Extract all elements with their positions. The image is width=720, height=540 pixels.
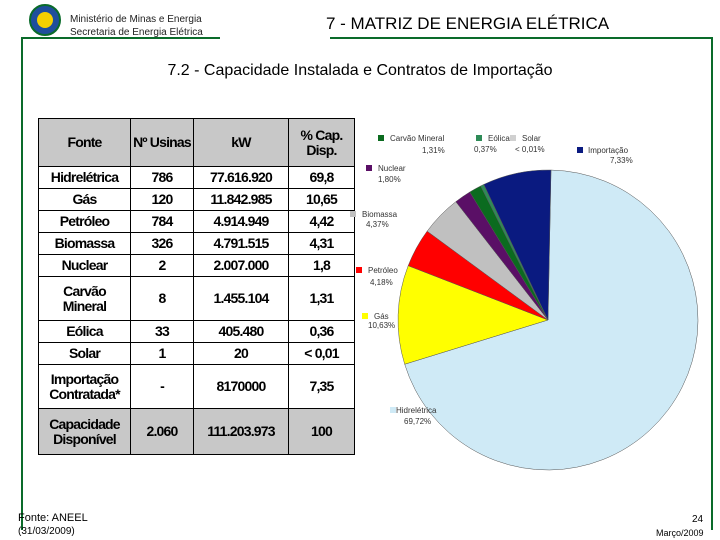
table: Fonte Nº Usinas kW% Cap. Disp. Hidrelétrica… <box>38 118 355 455</box>
date: (31/03/2009) <box>18 526 75 537</box>
legend-swatch <box>350 211 356 217</box>
pie-slice <box>397 265 549 365</box>
legend-swatch <box>362 313 368 319</box>
table-cell: Capacidade Disponível <box>38 408 131 455</box>
table-cell: 7,35 <box>288 364 355 409</box>
table-row: Biomassa 326 4.791.515 4,31 <box>38 232 355 255</box>
slice-label: Hidrelétrica <box>396 406 437 415</box>
page-number: 24 <box>692 514 704 525</box>
table-cell: 4,31 <box>288 232 355 255</box>
slice-label: Gás <box>374 312 389 321</box>
pie-slice <box>483 169 552 321</box>
table-cell: 1,31 <box>288 276 355 321</box>
table-cell: - <box>130 364 194 409</box>
table-cell: 100 <box>288 408 355 455</box>
table-cell: Carvão Mineral <box>38 276 131 321</box>
slice-value: 69,72% <box>404 417 431 426</box>
table-cell: 111.203.973 <box>193 408 289 455</box>
month: Março/2009 <box>656 528 704 538</box>
header-row: Fonte Nº Usinas kW% Cap. Disp. <box>38 118 355 167</box>
header-cell: Nº Usinas <box>130 118 194 167</box>
pie-slice <box>404 169 699 471</box>
table-row: Carvão Mineral 8 1.455.104 1,31 <box>38 276 355 321</box>
legend-swatch <box>366 165 372 171</box>
subtitle: 7.2 - Capacidade Instalada e Contratos d… <box>167 62 553 79</box>
slice-label: Nuclear <box>378 164 406 173</box>
table-cell: Importação Contratada* <box>38 364 131 409</box>
slice-value: 1,31% <box>422 146 445 155</box>
table-cell: < 0,01 <box>288 342 355 365</box>
slice-value: 10,63% <box>368 321 395 330</box>
table-cell: 4.791.515 <box>193 232 289 255</box>
table-row: Petróleo 784 4.914.949 4,42 <box>38 210 355 233</box>
slice-value: 1,80% <box>378 175 401 184</box>
ministry: Ministério de Minas e Energia <box>70 14 202 25</box>
table-row: Solar 1 20 < 0,01 <box>38 342 355 365</box>
header-cell: kW <box>193 118 289 167</box>
legend-swatch <box>390 407 396 413</box>
slice-value: 0,37% <box>474 145 497 154</box>
secretariat: Secretaria de Energia Elétrica <box>70 27 203 38</box>
header-cell: Fonte <box>38 118 131 167</box>
table-cell: 405.480 <box>193 320 289 343</box>
slice-value: 4,18% <box>370 278 393 287</box>
legend-swatch <box>510 135 516 141</box>
legend-swatch <box>476 135 482 141</box>
slice-label: Biomassa <box>362 210 398 219</box>
slice-label: Petróleo <box>368 266 398 275</box>
slice-label: Carvão Mineral <box>390 134 444 143</box>
legend-swatch <box>378 135 384 141</box>
header-cell: % Cap. Disp. <box>288 118 355 167</box>
table-cell: 1.455.104 <box>193 276 289 321</box>
legend-swatch <box>577 147 583 153</box>
slice-value: < 0,01% <box>515 145 545 154</box>
slice-value: 7,33% <box>610 156 633 165</box>
source: Fonte: ANEEL <box>18 512 88 524</box>
table-row: Capacidade Disponível 2.060 111.203.973 100 <box>38 408 355 455</box>
table-row: Eólica 33 405.480 0,36 <box>38 320 355 343</box>
legend-swatch <box>356 267 362 273</box>
slice-value: 4,37% <box>366 220 389 229</box>
slice-label: Solar <box>522 134 541 143</box>
table-cell: Nuclear <box>38 254 131 277</box>
table-cell: 4,42 <box>288 210 355 233</box>
slice-label: Importação <box>588 146 629 155</box>
table-cell: Petróleo <box>38 210 131 233</box>
slice-label: Eólica <box>488 134 510 143</box>
table-cell: 8 <box>130 276 194 321</box>
title: 7 - MATRIZ DE ENERGIA ELÉTRICA <box>326 14 610 33</box>
table-cell: Hidrelétrica <box>38 166 131 189</box>
